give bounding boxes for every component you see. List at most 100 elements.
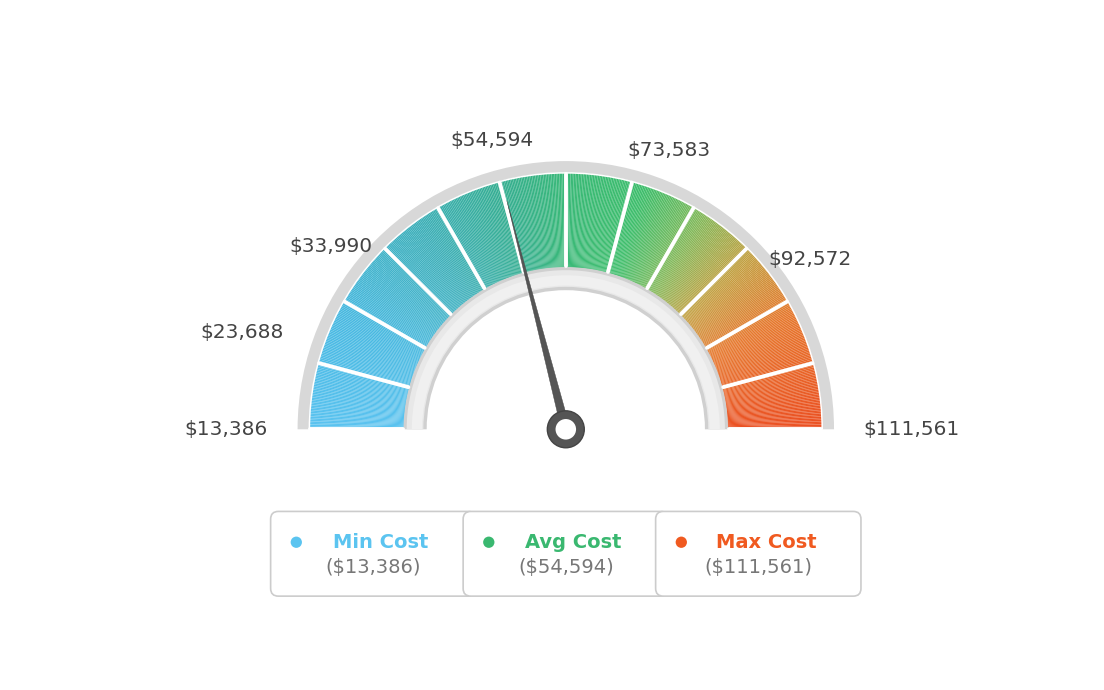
Wedge shape	[714, 327, 802, 366]
Wedge shape	[581, 174, 592, 268]
Wedge shape	[433, 209, 482, 291]
Wedge shape	[720, 351, 810, 382]
Wedge shape	[662, 224, 721, 300]
Wedge shape	[709, 310, 794, 355]
Wedge shape	[327, 333, 416, 370]
Wedge shape	[332, 322, 420, 362]
Wedge shape	[524, 176, 541, 270]
Wedge shape	[333, 319, 420, 360]
Wedge shape	[724, 377, 817, 397]
Wedge shape	[468, 191, 506, 279]
Wedge shape	[627, 192, 665, 280]
Wedge shape	[460, 195, 500, 282]
Wedge shape	[672, 237, 736, 308]
Wedge shape	[442, 204, 489, 288]
Wedge shape	[728, 423, 822, 426]
Wedge shape	[585, 175, 598, 269]
Wedge shape	[678, 244, 745, 313]
Text: $111,561: $111,561	[863, 420, 959, 439]
Wedge shape	[475, 189, 509, 278]
Wedge shape	[691, 267, 765, 328]
Wedge shape	[707, 304, 790, 351]
Wedge shape	[480, 187, 513, 277]
Wedge shape	[603, 179, 626, 272]
Wedge shape	[651, 212, 703, 293]
Wedge shape	[416, 220, 473, 298]
Wedge shape	[660, 221, 716, 299]
Wedge shape	[471, 190, 507, 279]
Wedge shape	[355, 281, 434, 337]
Wedge shape	[690, 264, 764, 326]
Wedge shape	[724, 380, 818, 399]
Wedge shape	[681, 250, 751, 317]
Wedge shape	[438, 206, 486, 289]
Wedge shape	[618, 187, 651, 277]
Wedge shape	[309, 411, 404, 419]
Wedge shape	[726, 394, 820, 408]
Wedge shape	[688, 261, 761, 324]
Wedge shape	[720, 350, 810, 380]
Wedge shape	[310, 404, 405, 414]
Wedge shape	[703, 293, 784, 344]
Wedge shape	[719, 347, 809, 378]
Wedge shape	[317, 364, 410, 389]
Text: Max Cost: Max Cost	[715, 533, 816, 552]
Wedge shape	[654, 213, 707, 294]
Wedge shape	[427, 213, 479, 293]
Wedge shape	[428, 212, 480, 293]
Wedge shape	[404, 267, 728, 429]
Wedge shape	[369, 263, 443, 326]
Wedge shape	[391, 240, 457, 310]
Wedge shape	[484, 186, 514, 276]
Wedge shape	[317, 366, 410, 390]
Wedge shape	[675, 240, 741, 310]
Wedge shape	[467, 192, 505, 280]
Wedge shape	[372, 259, 445, 323]
Wedge shape	[608, 181, 635, 273]
Wedge shape	[641, 203, 688, 287]
Wedge shape	[700, 285, 779, 339]
Circle shape	[290, 537, 302, 548]
Text: $13,386: $13,386	[184, 420, 268, 439]
Wedge shape	[609, 182, 636, 274]
Wedge shape	[546, 173, 554, 268]
Wedge shape	[622, 188, 656, 278]
Wedge shape	[408, 226, 467, 302]
Wedge shape	[601, 179, 624, 272]
Wedge shape	[658, 219, 714, 297]
Wedge shape	[686, 257, 757, 322]
Wedge shape	[595, 177, 614, 270]
Wedge shape	[344, 299, 426, 348]
Wedge shape	[459, 195, 500, 282]
Wedge shape	[514, 177, 534, 271]
Wedge shape	[309, 418, 404, 423]
Wedge shape	[508, 179, 531, 272]
Wedge shape	[396, 236, 459, 308]
Wedge shape	[643, 204, 690, 288]
Wedge shape	[435, 208, 485, 290]
Wedge shape	[578, 173, 588, 268]
Wedge shape	[677, 242, 743, 312]
Wedge shape	[667, 228, 726, 304]
Wedge shape	[720, 348, 810, 380]
Wedge shape	[679, 246, 747, 315]
Wedge shape	[311, 393, 406, 407]
Wedge shape	[361, 273, 437, 332]
Wedge shape	[529, 175, 543, 269]
Wedge shape	[321, 351, 412, 382]
Wedge shape	[634, 197, 675, 283]
Wedge shape	[390, 241, 456, 311]
Wedge shape	[623, 189, 657, 278]
Wedge shape	[630, 194, 669, 282]
Wedge shape	[431, 210, 481, 292]
Wedge shape	[591, 175, 606, 270]
Wedge shape	[375, 256, 446, 321]
Wedge shape	[311, 397, 405, 410]
Wedge shape	[477, 188, 511, 277]
Wedge shape	[310, 410, 404, 418]
Wedge shape	[394, 238, 458, 309]
Wedge shape	[521, 177, 539, 270]
Wedge shape	[533, 175, 546, 269]
Wedge shape	[330, 327, 417, 366]
Wedge shape	[368, 264, 442, 326]
